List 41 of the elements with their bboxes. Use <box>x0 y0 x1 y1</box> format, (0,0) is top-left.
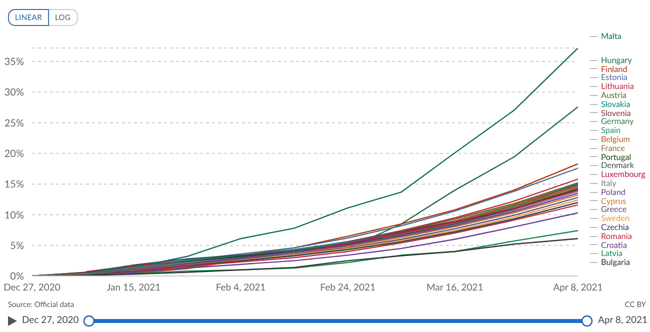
y-tick-label: 5% <box>10 240 24 252</box>
text: Bulgaria <box>601 257 630 268</box>
text: Romania <box>601 230 632 241</box>
y-tick-label: 10% <box>4 209 24 222</box>
text: Slovenia <box>601 108 631 118</box>
text: Estonia <box>601 72 628 82</box>
text: Spain <box>601 125 621 136</box>
text: Czechia <box>601 222 629 232</box>
text: Latvia <box>601 248 622 258</box>
text: Denmark <box>601 160 634 170</box>
x-tick-label: Feb 4, 2021 <box>216 282 266 294</box>
y-tick-label: 25% <box>4 117 24 130</box>
x-tick-label: Jan 15, 2021 <box>106 282 161 294</box>
text: Lithuania <box>601 81 634 92</box>
text: Slovakia <box>601 98 630 109</box>
text: Sweden <box>601 213 630 224</box>
text: Austria <box>601 90 626 100</box>
text: Portugal <box>601 152 632 162</box>
text: Dec 27, 2020 <box>22 315 79 326</box>
text: Luxembourg <box>601 169 646 180</box>
text: France <box>601 142 625 153</box>
y-tick-label: 0% <box>10 270 24 283</box>
y-tick-label: 15% <box>4 178 24 191</box>
x-tick-label: Apr 8, 2021 <box>553 282 603 294</box>
text: Belgium <box>601 134 630 144</box>
y-tick-label: 30% <box>4 86 24 99</box>
text: Greece <box>601 204 627 214</box>
text: Croatia <box>601 240 628 250</box>
text: Apr 8, 2021 <box>598 315 648 326</box>
text: Cyprus <box>601 196 626 206</box>
text: Italy <box>601 178 616 188</box>
text: Poland <box>601 186 626 197</box>
text: Hungary <box>601 54 632 65</box>
y-tick-label: 20% <box>4 148 24 160</box>
text: Malta <box>601 31 622 41</box>
text: Germany <box>601 116 634 126</box>
y-tick-label: 35% <box>4 56 24 68</box>
text: Finland <box>601 64 628 74</box>
x-tick-label: Mar 16, 2021 <box>426 282 484 294</box>
x-tick-label: Feb 24, 2021 <box>320 282 376 294</box>
x-tick-label: Dec 27, 2020 <box>4 282 61 294</box>
